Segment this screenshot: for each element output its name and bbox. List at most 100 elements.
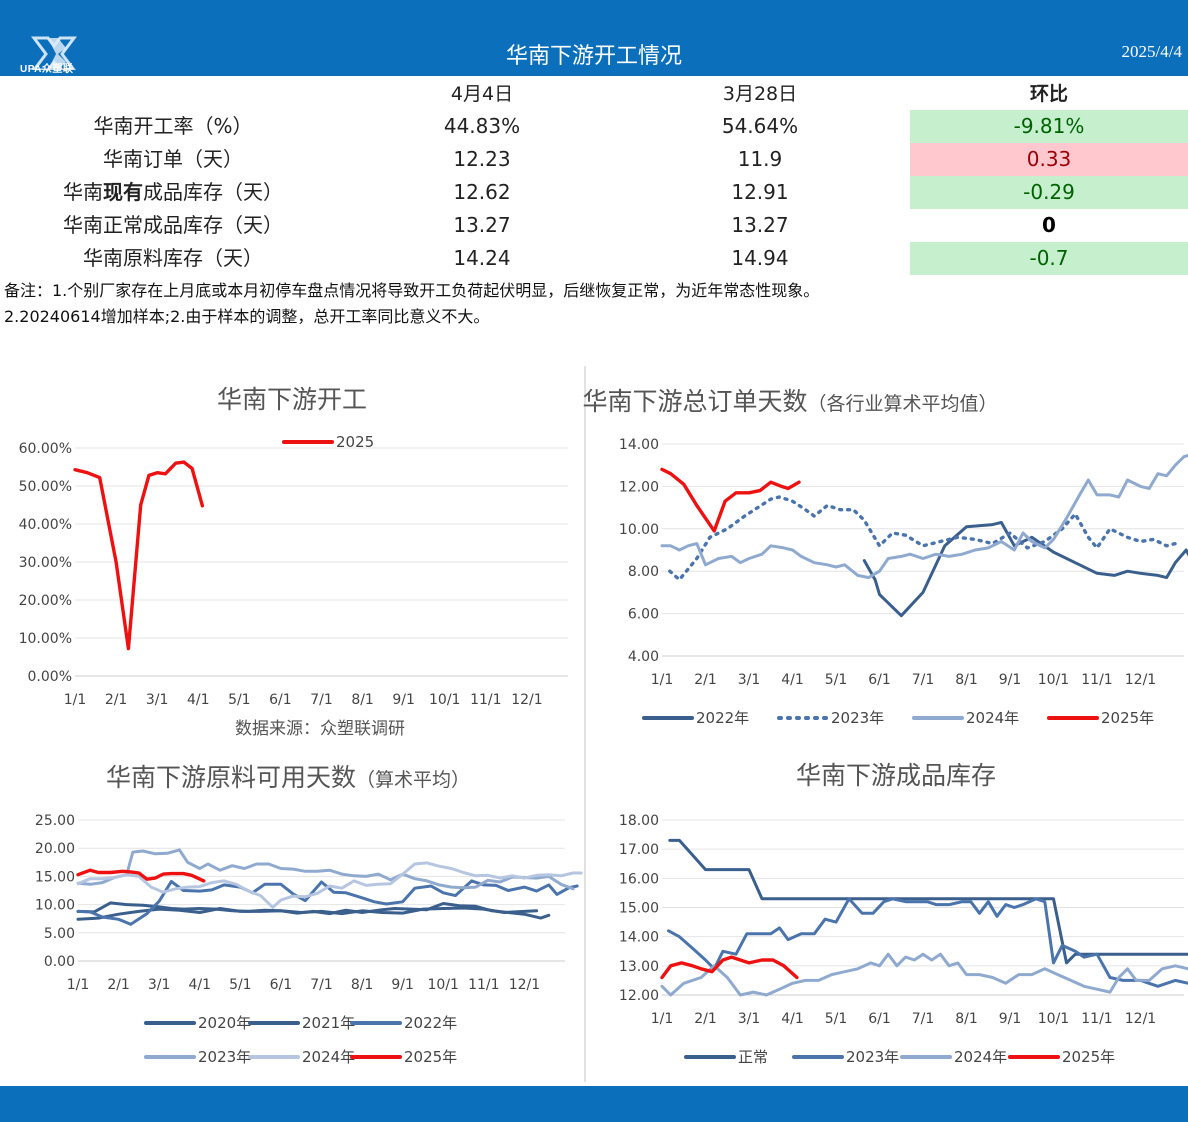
x-tick-label: 7/1 [310, 692, 333, 708]
table-header-row: 4月4日 3月28日 环比 [0, 78, 1188, 111]
legend-label: 2021年 [302, 1014, 355, 1032]
series-line-2023年 [667, 897, 1188, 988]
column-header-previous: 3月28日 [722, 83, 798, 105]
x-tick-label: 9/1 [999, 672, 1022, 688]
row-change: 0 [1042, 213, 1056, 237]
table-row: 华南开工率（%） 44.83% 54.64% -9.81% [0, 110, 1188, 143]
y-tick-label: 5.00 [44, 926, 75, 942]
x-tick-label: 11/1 [1081, 672, 1112, 688]
legend-label: 2024年 [954, 1048, 1007, 1066]
logo-text: UPA众塑联 [20, 64, 74, 75]
x-tick-label: 6/1 [269, 692, 292, 708]
legend-label: 2025 [336, 433, 374, 451]
legend-label: 2025年 [1101, 709, 1154, 727]
x-tick-label: 12/1 [509, 977, 540, 993]
legend-label: 正常 [738, 1048, 768, 1066]
series-line-2024年 [660, 952, 1188, 997]
x-tick-label: 12/1 [1125, 672, 1156, 688]
series-line-2023年 [668, 495, 1177, 582]
x-tick-label: 3/1 [146, 692, 169, 708]
x-tick-label: 7/1 [912, 672, 935, 688]
chart-title-suffix: （算术平均） [356, 769, 470, 791]
x-tick-label: 7/1 [912, 1011, 935, 1027]
series-line-2025 [73, 460, 205, 651]
legend-label: 2022年 [696, 709, 749, 727]
row-value-current: 12.62 [453, 180, 511, 204]
x-tick-label: 6/1 [868, 1011, 891, 1027]
y-tick-label: 8.00 [628, 564, 659, 580]
page-footer [0, 1086, 1188, 1122]
row-change: -9.81% [910, 110, 1188, 143]
row-change: 0.33 [910, 143, 1188, 176]
y-tick-label: 40.00% [19, 517, 72, 533]
series-line-2022年 [862, 520, 1188, 618]
series-line-2022年 [76, 879, 579, 926]
table-row: 华南正常成品库存（天） 13.27 13.27 0 [0, 209, 1188, 242]
x-tick-label: 1/1 [64, 692, 87, 708]
x-tick-label: 5/1 [825, 672, 848, 688]
chart-group: 华南下游总订单天数（各行业算术平均值） 4.00 6.00 8.00 10.00 12.0… [582, 387, 1188, 727]
row-value-current: 14.24 [453, 246, 511, 270]
chart-title: 华南下游总订单天数（各行业算术平均值） [582, 387, 997, 416]
y-tick-label: 15.00 [619, 901, 659, 917]
y-tick-label: 20.00% [19, 593, 72, 609]
chart-title: 华南下游原料可用天数（算术平均） [106, 763, 470, 792]
x-tick-label: 3/1 [148, 977, 171, 993]
x-tick-label: 9/1 [391, 977, 414, 993]
page-title: 华南下游开工情况 [505, 44, 682, 69]
column-header-change: 环比 [1029, 83, 1068, 105]
chart-title-main: 华南下游开工 [217, 385, 367, 414]
chart-title-main: 华南下游成品库存 [796, 761, 996, 790]
y-tick-label: 18.00 [619, 813, 659, 829]
row-label-prefix: 华南 [63, 180, 103, 204]
legend-label: 2024年 [302, 1048, 355, 1066]
x-tick-label: 1/1 [651, 1011, 674, 1027]
y-tick-label: 16.00 [619, 871, 659, 887]
row-value-current: 12.23 [453, 147, 511, 171]
y-tick-label: 10.00 [619, 522, 659, 538]
y-tick-label: 10.00 [35, 898, 75, 914]
page-header: UPA众塑联 华南下游开工情况 2025/4/4 [0, 0, 1188, 76]
y-tick-label: 0.00% [28, 669, 72, 685]
y-tick-label: 30.00% [19, 555, 72, 571]
y-tick-label: 12.00 [619, 988, 659, 1004]
x-tick-label: 2/1 [694, 672, 717, 688]
y-tick-label: 10.00% [19, 631, 72, 647]
chart-group: 华南下游开工 0.00% 10.00% 20.00% 30.00% 40.00% 50.00… [19, 385, 568, 739]
y-tick-label: 15.00 [35, 869, 75, 885]
x-tick-label: 8/1 [351, 692, 374, 708]
x-tick-label: 10/1 [429, 692, 460, 708]
table-row: 华南订单（天） 12.23 11.9 0.33 [0, 143, 1188, 176]
legend-label: 2023年 [831, 709, 884, 727]
x-tick-label: 7/1 [310, 977, 333, 993]
chart-panel-order-days: 华南下游总订单天数（各行业算术平均值） 4.00 6.00 8.00 10.00 12.0… [582, 366, 1188, 746]
x-tick-label: 6/1 [868, 672, 891, 688]
legend-label: 2023年 [198, 1048, 251, 1066]
note-line-2: 2.20240614增加样本;2.由于样本的调整，总开工率同比意义不大。 [4, 307, 490, 326]
x-tick-label: 3/1 [738, 1011, 761, 1027]
y-tick-label: 14.00 [619, 930, 659, 946]
x-tick-label: 10/1 [1038, 1011, 1069, 1027]
chart-title-suffix: （各行业算术平均值） [808, 393, 998, 415]
chart-panel-finished-inventory: 华南下游成品库存 12.00 13.00 14.00 15.00 16.00 17.00 18… [586, 744, 1188, 1086]
y-tick-label: 25.00 [35, 813, 75, 829]
x-tick-label: 12/1 [1125, 1011, 1156, 1027]
legend-label: 2020年 [198, 1014, 251, 1032]
series-line-正常 [668, 838, 1188, 965]
upa-logo-icon: UPA众塑联 [18, 30, 90, 75]
series-line-2023年 [76, 848, 575, 891]
row-label-suffix: 成品库存（天） [143, 180, 283, 204]
x-tick-label: 3/1 [738, 672, 761, 688]
x-tick-label: 11/1 [1081, 1011, 1112, 1027]
y-tick-label: 4.00 [628, 649, 659, 665]
legend-label: 2025年 [1062, 1048, 1115, 1066]
x-tick-label: 5/1 [229, 977, 252, 993]
chart-source: 数据来源：众塑联调研 [235, 719, 405, 739]
x-tick-label: 4/1 [781, 1011, 804, 1027]
y-tick-label: 0.00 [44, 954, 75, 970]
column-header-current: 4月4日 [450, 83, 514, 105]
series-line-2025年 [660, 467, 801, 533]
legend-label: 2023年 [846, 1048, 899, 1066]
x-tick-label: 1/1 [651, 672, 674, 688]
series-line-2025年 [76, 868, 206, 883]
